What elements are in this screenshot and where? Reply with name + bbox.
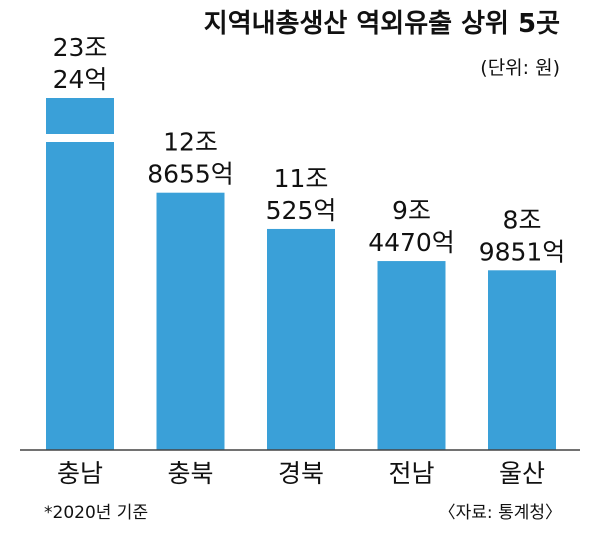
unit-label: (단위: 원)	[480, 57, 560, 79]
source-label: 〈자료: 통계청〉	[439, 503, 562, 523]
bar-충북	[156, 192, 225, 450]
value-label: 9조	[392, 196, 431, 225]
bars-group	[45, 98, 556, 450]
category-label: 전남	[388, 459, 434, 488]
chart-title: 지역내총생산 역외유출 상위 5곳	[204, 9, 560, 39]
category-label: 충남	[57, 459, 103, 488]
axis-break	[45, 134, 115, 142]
bar-경북	[267, 228, 335, 450]
value-label: 4470억	[368, 228, 455, 257]
bar-충남	[46, 98, 114, 450]
value-label: 525억	[266, 196, 337, 225]
value-label: 11조	[274, 164, 329, 193]
value-labels-group: 23조 24억 12조 8655억 11조 525억 9조 4470억 8조 9851억	[53, 33, 566, 266]
bar-전남	[377, 261, 446, 450]
category-label: 충북	[167, 459, 213, 488]
value-label: 12조	[163, 128, 218, 157]
category-label: 경북	[278, 459, 324, 488]
bar-울산	[488, 270, 556, 450]
category-label: 울산	[499, 459, 545, 488]
value-label: 9851억	[479, 237, 566, 266]
value-label: 8655억	[147, 160, 234, 189]
category-labels-group: 충남 충북 경북 전남 울산	[57, 459, 545, 488]
value-label: 23조	[53, 33, 108, 62]
footnote: *2020년 기준	[44, 503, 148, 523]
value-label: 8조	[503, 205, 542, 234]
value-label: 24억	[53, 65, 108, 94]
